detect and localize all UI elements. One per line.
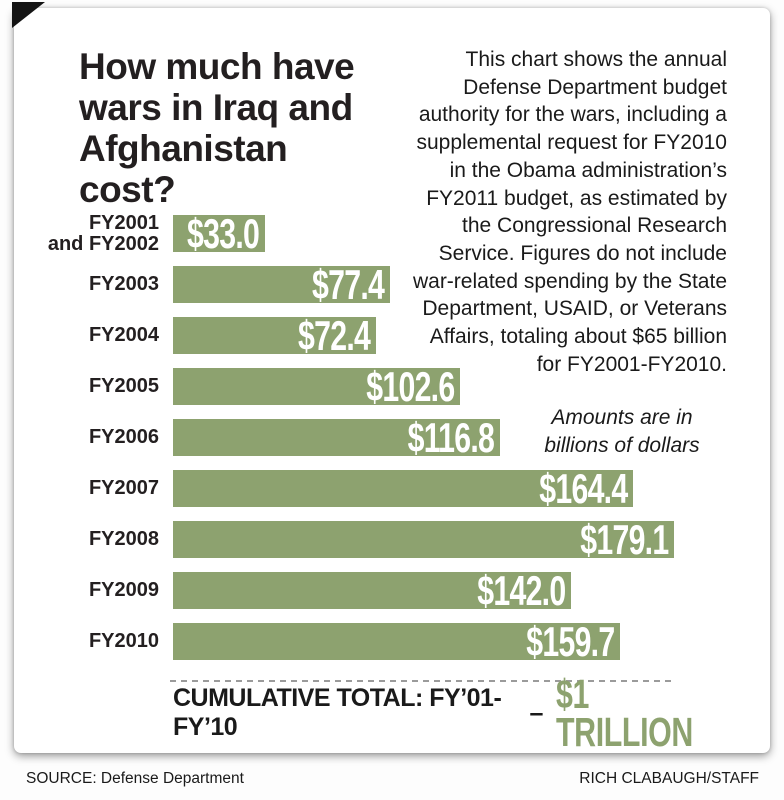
chart-row: FY2010 $159.7	[14, 616, 770, 667]
cumulative-total: CUMULATIVE TOTAL: FY’01-FY’10 – $1 TRILL…	[173, 674, 770, 753]
bar: $116.8	[173, 413, 500, 461]
category-label: FY2007	[88, 477, 159, 499]
bar-value-label: $159.7	[525, 617, 615, 665]
chart-row: FY2006 $116.8	[14, 412, 770, 463]
chart-description: This chart shows the annual Defense Depa…	[412, 48, 727, 376]
bar-track: $159.7	[173, 617, 770, 665]
bar-value-label: $102.6	[365, 362, 455, 410]
footer: SOURCE: Defense Department RICH CLABAUGH…	[26, 770, 759, 788]
chart-row: FY2001 and FY2002 $33.0	[14, 208, 770, 259]
cumulative-total-value: $1 TRILLION	[556, 671, 694, 755]
chart-row: FY2009 $142.0	[14, 565, 770, 616]
chart-row: FY2008 $179.1	[14, 514, 770, 565]
source-credit: SOURCE: Defense Department	[26, 770, 244, 787]
chart-title: How much have wars in Iraq and Afghanist…	[79, 46, 355, 210]
bar-track: $33.0	[173, 209, 770, 257]
artist-credit: RICH CLABAUGH/STAFF	[579, 770, 759, 787]
bar-chart: FY2001 and FY2002 $33.0 FY2003 $77.4 FY2004 $…	[14, 208, 770, 667]
cumulative-total-label: CUMULATIVE TOTAL: FY’01-FY’10	[173, 684, 502, 741]
category-label: FY2001 and FY2002	[47, 211, 159, 255]
category-label: FY2010	[88, 630, 159, 652]
bar: $142.0	[173, 566, 571, 614]
infographic-card: How much have wars in Iraq and Afghanist…	[14, 8, 770, 753]
cumulative-total-dash: –	[529, 698, 544, 727]
bar-value-label: $77.4	[311, 260, 385, 308]
category-label: FY2003	[88, 273, 159, 295]
bar: $77.4	[173, 260, 390, 308]
bar-value-label: $142.0	[476, 566, 566, 614]
bar: $33.0	[173, 209, 265, 257]
bar-track: $102.6	[173, 362, 770, 410]
bar-track: $179.1	[173, 515, 770, 563]
bar-value-label: $116.8	[407, 413, 494, 461]
bar-track: $142.0	[173, 566, 770, 614]
category-label: FY2004	[88, 324, 159, 346]
bar: $164.4	[173, 464, 633, 512]
bar-value-label: $164.4	[538, 464, 628, 512]
chart-row: FY2005 $102.6	[14, 361, 770, 412]
corner-fold-decoration	[12, 2, 45, 28]
bar: $102.6	[173, 362, 460, 410]
bar-value-label: $33.0	[186, 209, 260, 257]
category-label: FY2005	[88, 375, 159, 397]
bar-track: $164.4	[173, 464, 770, 512]
chart-row: FY2003 $77.4	[14, 259, 770, 310]
dashed-divider	[170, 680, 674, 682]
category-label: FY2008	[88, 528, 159, 550]
bar: $159.7	[173, 617, 620, 665]
bar-track: $116.8	[173, 413, 770, 461]
chart-row: FY2007 $164.4	[14, 463, 770, 514]
bar-track: $72.4	[173, 311, 770, 359]
category-label: FY2009	[88, 579, 159, 601]
bar: $72.4	[173, 311, 376, 359]
chart-row: FY2004 $72.4	[14, 310, 770, 361]
units-note: Amounts are in billions of dollars	[544, 406, 700, 457]
bar-track: $77.4	[173, 260, 770, 308]
bar-value-label: $72.4	[297, 311, 371, 359]
category-label: FY2006	[88, 426, 159, 448]
bar: $179.1	[173, 515, 674, 563]
bar-value-label: $179.1	[579, 515, 669, 563]
